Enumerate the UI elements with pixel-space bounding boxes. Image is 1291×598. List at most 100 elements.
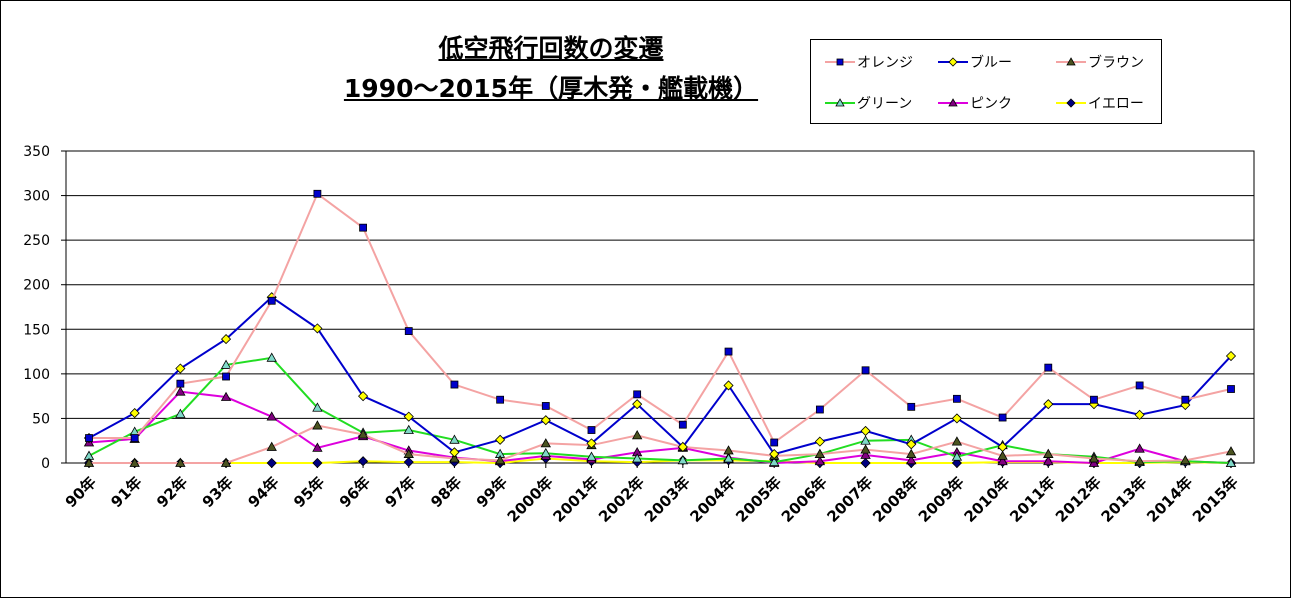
chart-title: 低空飛行回数の変遷 1990～2015年（厚木発・艦載機） bbox=[301, 29, 801, 109]
data-point bbox=[860, 444, 871, 454]
y-tick-label: 50 bbox=[32, 411, 50, 427]
data-point bbox=[860, 425, 871, 436]
data-point bbox=[1088, 453, 1100, 463]
data-point bbox=[130, 434, 139, 442]
x-tick-label: 96年 bbox=[336, 473, 374, 511]
x-tick-label: 2005年 bbox=[732, 473, 785, 526]
data-point bbox=[220, 457, 232, 467]
legend-item: ブラウン bbox=[1056, 52, 1144, 72]
y-tick-label: 200 bbox=[23, 278, 50, 294]
series-3 bbox=[83, 420, 1237, 467]
x-tick-label: 2002年 bbox=[595, 473, 648, 526]
data-point bbox=[85, 434, 93, 442]
data-point bbox=[175, 408, 186, 418]
data-point bbox=[175, 386, 186, 396]
gridlines bbox=[66, 150, 1254, 464]
data-point bbox=[951, 457, 962, 469]
data-point bbox=[312, 402, 323, 412]
data-point bbox=[266, 457, 277, 469]
data-point bbox=[449, 453, 460, 463]
data-point bbox=[632, 399, 643, 410]
data-point bbox=[997, 441, 1008, 453]
data-point bbox=[129, 408, 140, 419]
x-tick-label: 2003年 bbox=[641, 473, 694, 526]
data-point bbox=[494, 455, 506, 465]
series-line bbox=[89, 424, 1232, 464]
legend-marker bbox=[948, 98, 958, 107]
series-group bbox=[83, 189, 1237, 469]
legend-item: イエロー bbox=[1056, 93, 1144, 113]
chart-title-line-2: 1990～2015年（厚木発・艦載機） bbox=[343, 74, 759, 103]
x-tick-label: 94年 bbox=[244, 473, 282, 511]
data-point bbox=[267, 296, 276, 305]
x-tick-label: 2000年 bbox=[504, 473, 557, 526]
data-point bbox=[357, 429, 369, 439]
data-point bbox=[906, 455, 917, 465]
x-tick-label: 99年 bbox=[473, 473, 511, 511]
data-point bbox=[677, 455, 689, 465]
data-point bbox=[540, 438, 551, 448]
legend-swatch bbox=[825, 58, 855, 66]
data-point bbox=[814, 455, 826, 466]
data-point bbox=[815, 405, 824, 414]
data-point bbox=[998, 413, 1007, 422]
legend-marker bbox=[1066, 98, 1076, 108]
data-point bbox=[631, 453, 643, 463]
data-point bbox=[861, 366, 870, 375]
data-point bbox=[953, 394, 961, 403]
series-line bbox=[88, 356, 1232, 464]
legend-item: ピンク bbox=[938, 93, 1012, 113]
data-point bbox=[586, 451, 597, 461]
data-point bbox=[1180, 455, 1191, 465]
legend-item: オレンジ bbox=[825, 52, 913, 72]
data-point bbox=[176, 379, 185, 388]
data-point bbox=[1227, 385, 1235, 393]
data-point bbox=[129, 457, 140, 467]
data-point bbox=[403, 448, 414, 458]
x-tick-label: 2009年 bbox=[915, 473, 968, 526]
data-point bbox=[358, 391, 369, 402]
x-axis-ticks: 90年 91年 92年 93年 94年 95年 96年 97年 98年 99年2000年2001年… bbox=[62, 463, 1242, 526]
y-tick-label: 150 bbox=[23, 322, 50, 338]
data-point bbox=[769, 456, 780, 467]
data-point bbox=[907, 402, 916, 411]
x-tick-label: 95年 bbox=[290, 473, 328, 511]
x-tick-label: 2015年 bbox=[1189, 473, 1242, 526]
legend-item: グリーン bbox=[825, 93, 912, 113]
data-point bbox=[403, 424, 414, 434]
data-point bbox=[540, 447, 551, 458]
legend-swatch bbox=[1056, 57, 1086, 66]
x-tick-label: 2012年 bbox=[1052, 473, 1105, 526]
legend-swatch bbox=[938, 57, 968, 67]
data-point bbox=[220, 359, 232, 369]
series-line bbox=[89, 192, 1232, 444]
data-point bbox=[83, 457, 95, 467]
legend-label: ブルー bbox=[970, 55, 1012, 71]
x-tick-label: 2010年 bbox=[961, 473, 1014, 526]
data-point bbox=[586, 438, 597, 449]
data-point bbox=[266, 411, 277, 421]
data-point bbox=[814, 448, 826, 458]
data-point bbox=[951, 436, 963, 446]
x-tick-label: 91年 bbox=[107, 473, 145, 511]
chart-title-line-1: 低空飛行回数の変遷 bbox=[438, 34, 664, 63]
data-point bbox=[723, 453, 734, 463]
data-point bbox=[496, 395, 505, 404]
x-tick-label: 2008年 bbox=[869, 473, 922, 526]
data-point bbox=[1225, 350, 1237, 362]
data-point bbox=[1181, 395, 1190, 404]
data-point bbox=[359, 223, 367, 232]
y-tick-label: 300 bbox=[23, 189, 50, 205]
data-point bbox=[860, 435, 871, 445]
data-point bbox=[814, 436, 825, 447]
series-line bbox=[88, 390, 1232, 465]
y-tick-label: 100 bbox=[23, 367, 50, 383]
x-tick-label: 2011年 bbox=[1006, 473, 1059, 526]
x-tick-label: 2001年 bbox=[549, 473, 602, 526]
data-point bbox=[633, 390, 642, 399]
data-point bbox=[449, 447, 460, 458]
data-point bbox=[540, 415, 551, 426]
data-point bbox=[175, 363, 186, 374]
